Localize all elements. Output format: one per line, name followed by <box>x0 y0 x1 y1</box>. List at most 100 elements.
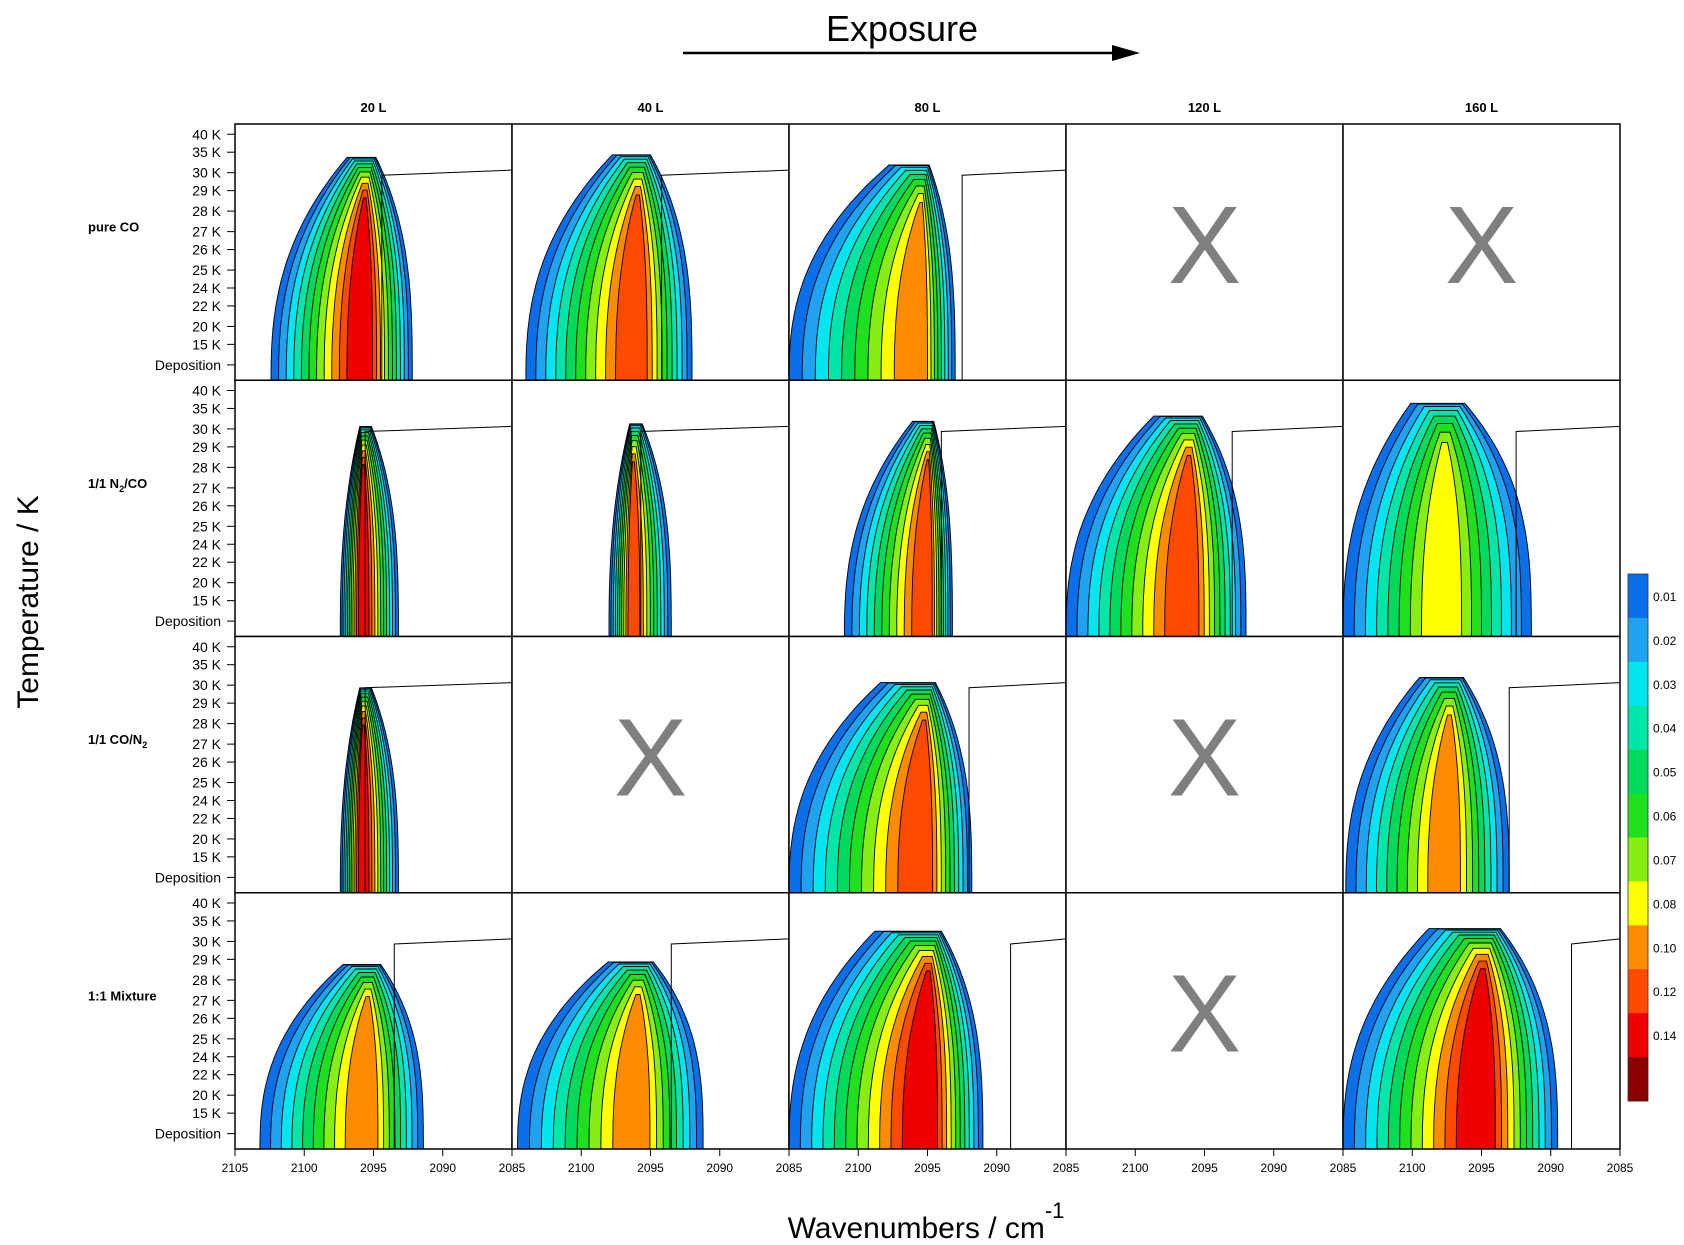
contour-level <box>612 994 651 1150</box>
colorbar-swatch <box>1628 793 1648 838</box>
x-tick-label: 2085 <box>1607 1161 1634 1175</box>
y-tick-label: Deposition <box>155 869 221 885</box>
colorbar-tick-label: 0.06 <box>1653 810 1677 824</box>
y-tick-label: 20 K <box>192 318 221 334</box>
colorbar-tick-label: 0.10 <box>1653 941 1677 955</box>
contour-level <box>344 996 379 1150</box>
y-tick-label: 22 K <box>192 298 221 314</box>
y-tick-label: 24 K <box>192 1049 221 1065</box>
colorbar-swatch <box>1628 749 1648 795</box>
x-tick-label: 2095 <box>360 1161 387 1175</box>
y-tick-label: 30 K <box>192 165 221 181</box>
panel-background <box>1066 636 1343 893</box>
colorbar-swatch <box>1628 1013 1648 1058</box>
contour-panel <box>511 379 790 638</box>
contour-panel <box>234 892 513 1150</box>
panel-background <box>1066 124 1343 381</box>
y-tick-label: 25 K <box>192 518 221 534</box>
x-tick-label: 2085 <box>499 1161 526 1175</box>
colorbar-swatch <box>1628 661 1648 707</box>
contour-panel <box>788 123 1067 381</box>
y-tick-label: 20 K <box>192 1087 221 1103</box>
colorbar-tick-label: 0.12 <box>1653 985 1677 999</box>
empty-panel-marker: X <box>1168 184 1241 307</box>
y-tick-label: 15 K <box>192 1105 221 1121</box>
y-tick-label: 25 K <box>192 775 221 791</box>
x-tick-label: 2090 <box>983 1161 1010 1175</box>
contour-panel <box>1342 892 1621 1150</box>
y-tick-label: 20 K <box>192 831 221 847</box>
x-tick-label: 2090 <box>706 1161 733 1175</box>
y-tick-label: 15 K <box>192 593 221 609</box>
column-header: 40 L <box>637 100 663 115</box>
contour-level <box>615 194 648 381</box>
colorbar-tick-label: 0.04 <box>1653 722 1677 736</box>
y-tick-label: 35 K <box>192 913 221 929</box>
panel-grid: X X X X X <box>234 123 1621 1150</box>
y-tick-label: 35 K <box>192 657 221 673</box>
y-tick-label: 28 K <box>192 972 221 988</box>
y-tick-label: 26 K <box>192 498 221 514</box>
colorbar-frame <box>1627 573 1649 1102</box>
noise-contour-line <box>393 938 513 1149</box>
y-tick-label: 35 K <box>192 400 221 416</box>
y-tick-label: 29 K <box>192 439 221 455</box>
colorbar: 0.01 0.02 0.03 0.04 0.05 0.06 0.07 0.08 0.10 0.12… <box>1627 573 1677 1102</box>
x-tick-label: 2100 <box>568 1161 595 1175</box>
noise-contour-line <box>364 425 513 637</box>
contour-panel <box>511 123 790 381</box>
y-tick-label: 20 K <box>192 575 221 591</box>
contour-level <box>911 459 933 637</box>
x-tick-label: 2100 <box>1122 1161 1149 1175</box>
contour-panel <box>788 635 1067 894</box>
y-tick-label: Deposition <box>155 357 221 373</box>
panel-background <box>1066 892 1343 1149</box>
y-tick-label: 35 K <box>192 144 221 160</box>
x-tick-label: 2085 <box>1053 1161 1080 1175</box>
noise-contour-line <box>940 425 1067 637</box>
noise-contour-line <box>1508 682 1621 893</box>
contour-panel: X <box>1342 123 1621 381</box>
x-tick-label: 2095 <box>1468 1161 1495 1175</box>
exposure-arrow-head <box>1112 45 1140 61</box>
y-axis-title: Temperature / K <box>12 495 45 708</box>
contour-panel: X <box>511 635 790 894</box>
row-label: 1:1 Mixture <box>88 988 157 1003</box>
noise-contour-line <box>961 169 1067 381</box>
y-tick-label: 15 K <box>192 336 221 352</box>
noise-contour-line <box>364 682 513 893</box>
y-tick-label: Deposition <box>155 613 221 629</box>
y-tick-label: 26 K <box>192 754 221 770</box>
y-tick-label: Deposition <box>155 1126 221 1142</box>
noise-contour-line <box>968 682 1067 893</box>
row-label: pure CO <box>88 220 139 235</box>
x-tick-label: 2090 <box>1537 1161 1564 1175</box>
empty-panel-marker: X <box>1168 696 1241 819</box>
empty-panel-marker: X <box>1445 184 1518 307</box>
column-header: 120 L <box>1188 100 1221 115</box>
noise-contour-line <box>1231 425 1344 637</box>
y-tick-label: 40 K <box>192 895 221 911</box>
y-tick-label: 29 K <box>192 951 221 967</box>
column-header: 160 L <box>1465 100 1498 115</box>
contour-panel <box>1065 379 1344 638</box>
contour-panel <box>234 379 513 638</box>
y-tick-label: 27 K <box>192 480 221 496</box>
y-tick-label: 24 K <box>192 536 221 552</box>
x-tick-label: 2085 <box>776 1161 803 1175</box>
y-tick-label: 27 K <box>192 224 221 240</box>
y-tick-label: 22 K <box>192 810 221 826</box>
contour-level <box>1427 714 1461 894</box>
contour-level <box>357 464 370 637</box>
colorbar-tick-label: 0.05 <box>1653 766 1677 780</box>
x-tick-label: 2095 <box>1191 1161 1218 1175</box>
colorbar-tick-label: 0.07 <box>1653 853 1677 867</box>
empty-panel-marker: X <box>614 696 687 819</box>
contour-panel <box>788 892 1067 1150</box>
y-tick-label: 24 K <box>192 280 221 296</box>
contour-level <box>893 201 928 381</box>
colorbar-swatch <box>1628 837 1648 882</box>
colorbar-swatch <box>1628 881 1648 926</box>
colorbar-tick-label: 0.03 <box>1653 678 1677 692</box>
